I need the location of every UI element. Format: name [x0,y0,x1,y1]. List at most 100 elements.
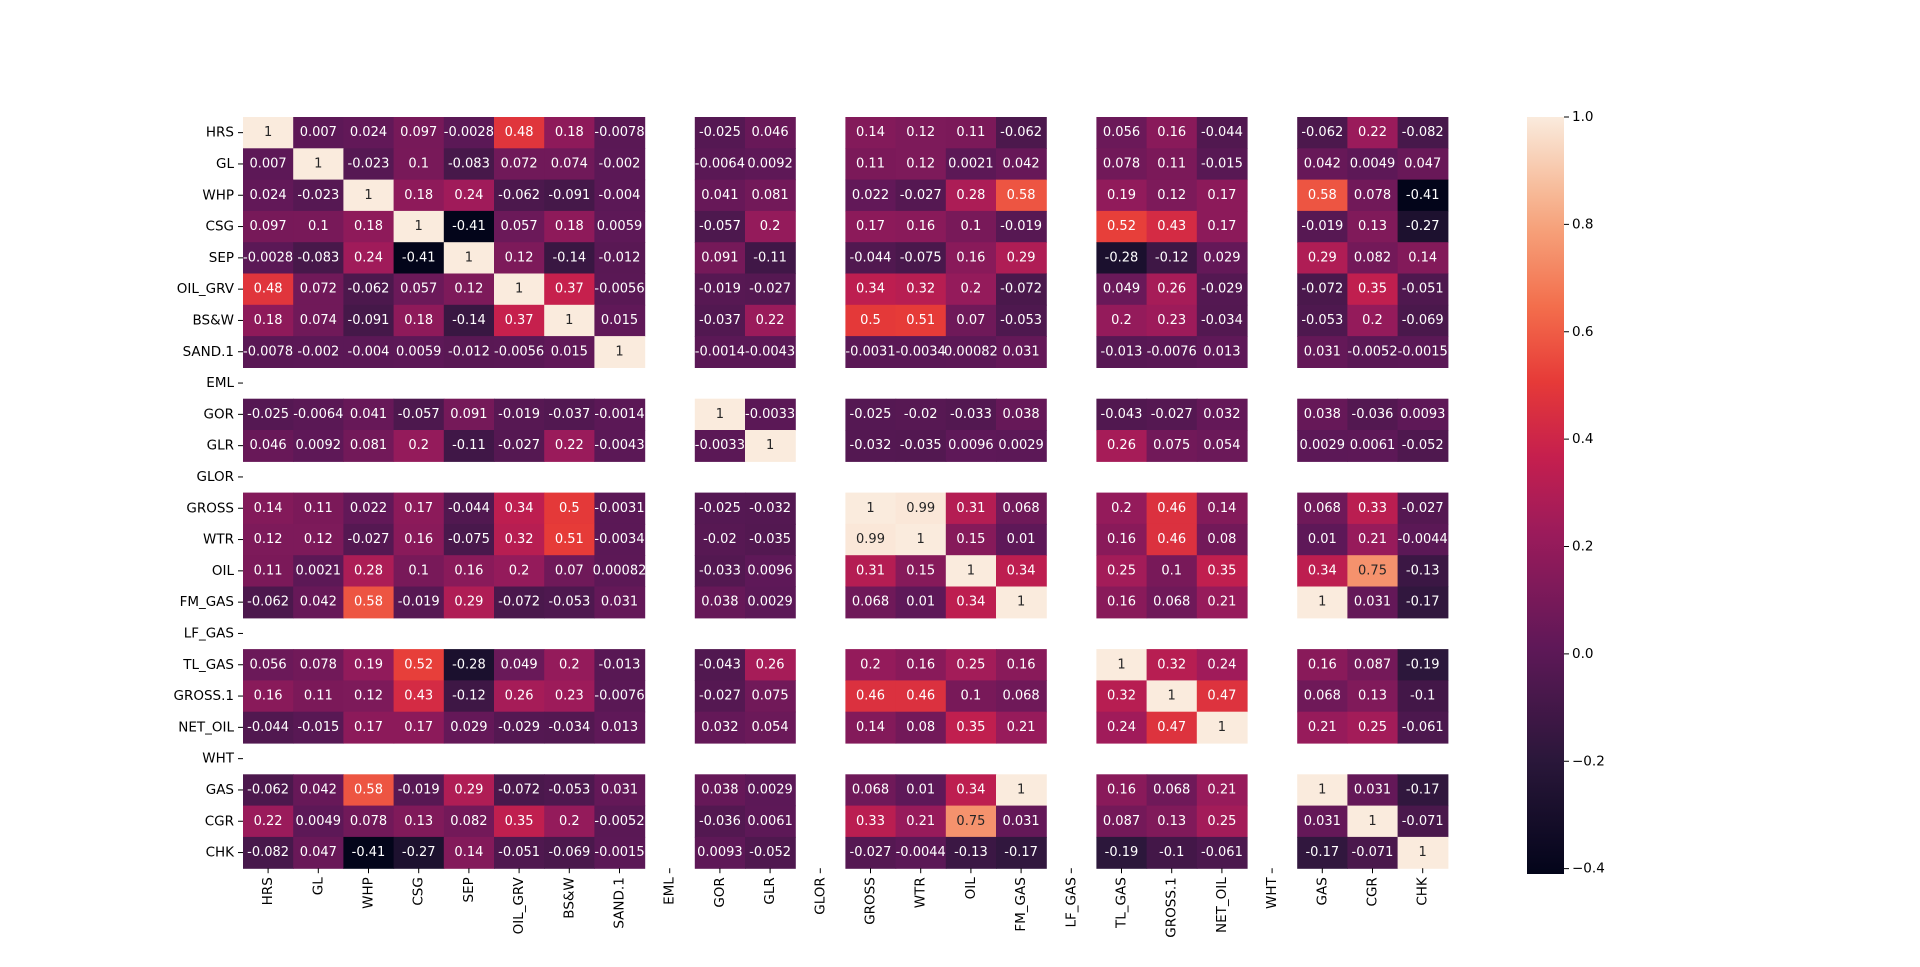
cell-value-label: 0.37 [555,282,584,297]
cell-value-label: -0.029 [1201,282,1243,297]
cell-value-label: -0.023 [348,156,390,171]
cell-value-label: -0.034 [1201,313,1243,328]
cell-value-label: 0.2 [760,219,781,234]
heatmap-cell [1196,430,1248,462]
heatmap-cell [1397,117,1449,149]
cell-value-label: 0.054 [1203,438,1240,453]
heatmap-cell [1297,586,1348,619]
cell-value-label: 0.25 [1358,720,1387,735]
heatmap-cell [343,304,395,337]
y-tick-label-lf-gas: LF_GAS [184,625,234,641]
cell-value-label: -0.17 [1305,845,1339,860]
heatmap-cell [1397,836,1449,869]
heatmap-cell [544,179,595,212]
heatmap-cell [343,210,395,243]
cell-value-label: 0.0092 [296,438,342,453]
cell-value-label: -0.069 [548,845,590,860]
cell-value-label: -0.0056 [494,344,544,359]
heatmap-cell [996,649,1047,681]
heatmap-cell [845,555,897,588]
y-tick-label-gross-1: GROSS.1 [174,688,235,704]
cell-value-label: 0.99 [856,532,885,547]
cell-value-label: -0.1 [1410,689,1435,704]
heatmap-cell [1146,273,1198,306]
cell-value-label: 1 [565,313,573,328]
x-tick-label-oil-grv: OIL_GRV [511,876,527,934]
cell-value-label: -0.057 [699,219,741,234]
cell-value-label: -0.12 [1155,250,1189,265]
y-tick-label-fm-gas: FM_GAS [180,594,234,610]
heatmap-cell [594,210,646,243]
heatmap-cell [945,711,997,744]
heatmap-cell [1347,336,1399,368]
heatmap-cell [393,210,445,243]
heatmap-cell [1297,649,1348,681]
heatmap-cell [594,430,646,462]
cell-value-label: 0.35 [1207,563,1236,578]
cell-value-label: 0.2 [559,814,580,829]
heatmap-cell [895,210,947,243]
heatmap-cell [1347,774,1399,807]
cell-value-label: 0.029 [450,720,487,735]
heatmap-cell [1347,805,1399,838]
cell-value-label: 0.14 [1207,501,1236,516]
cell-value-label: -0.12 [452,689,486,704]
cell-value-label: 0.25 [1207,814,1236,829]
colorbar-tick-label: 0.2 [1572,539,1593,555]
heatmap-cell [243,711,294,744]
heatmap-cell [243,148,294,181]
cell-value-label: 0.15 [956,532,985,547]
cell-value-label: 0.58 [354,595,383,610]
heatmap-cell [1397,523,1449,556]
cell-value-label: -0.14 [452,313,486,328]
heatmap-cell [293,523,344,556]
cell-value-label: 0.024 [249,188,286,203]
cell-value-label: 0.12 [304,532,333,547]
heatmap-cell [845,774,897,807]
heatmap-cell [494,242,545,275]
heatmap-cell [895,836,947,869]
cell-value-label: 0.031 [1354,782,1391,797]
cell-value-label: 0.12 [505,250,534,265]
cell-value-label: 0.2 [1111,313,1132,328]
cell-value-label: -0.0034 [594,532,644,547]
heatmap-cell [745,774,796,807]
cell-value-label: 0.16 [1157,125,1186,140]
heatmap-cell [996,555,1047,588]
cell-value-label: 0.007 [300,125,337,140]
cell-value-label: -0.02 [904,407,938,422]
cell-value-label: 0.46 [1157,532,1186,547]
cell-value-label: 0.43 [1157,219,1186,234]
heatmap-cell [845,398,897,431]
heatmap-cell [945,523,997,556]
heatmap-cell [443,242,495,275]
heatmap-cell [1146,117,1198,149]
cell-value-label: -0.025 [247,407,289,422]
heatmap-cell [293,836,344,869]
cell-value-label: 0.21 [1007,720,1036,735]
cell-value-label: 0.21 [1308,720,1337,735]
cell-value-label: -0.004 [348,344,390,359]
cell-value-label: 0.24 [454,188,483,203]
cell-value-label: 0.068 [1304,689,1341,704]
heatmap-cell [945,242,997,275]
heatmap-cell [494,336,545,368]
cell-value-label: -0.019 [1000,219,1042,234]
heatmap-cell [393,680,445,713]
heatmap-cell [996,836,1047,869]
heatmap-cell [343,680,395,713]
heatmap-cell [945,586,997,619]
cell-value-label: 0.0021 [948,156,994,171]
heatmap-cell [443,273,495,306]
cell-value-label: 0.046 [249,438,286,453]
cell-value-label: 0.075 [1153,438,1190,453]
y-tick-label-cgr: CGR [205,813,234,829]
heatmap-annotations: 1 0.007 0.024 0.097 -0.0028 0.48 0.18 -0.0078 -0… [243,125,1448,860]
cell-value-label: 0.074 [551,156,588,171]
cell-value-label: -0.0078 [243,344,293,359]
heatmap-cell [1196,836,1248,869]
heatmap-cell [996,523,1047,556]
heatmap-cell [745,148,796,181]
x-tick-label-net-oil: NET_OIL [1214,877,1230,933]
cell-value-label: -0.035 [900,438,942,453]
